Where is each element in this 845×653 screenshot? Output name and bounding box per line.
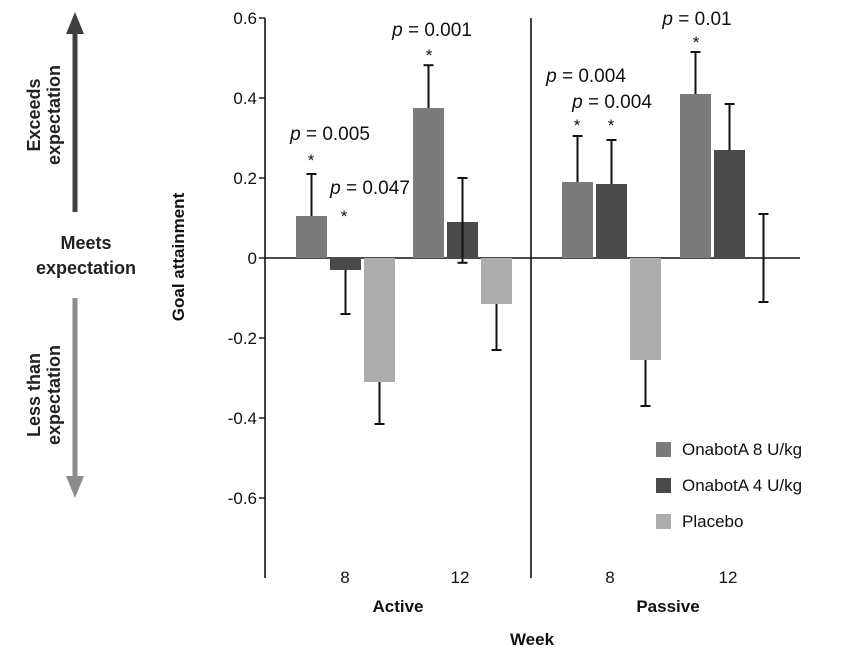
y-axis-title: Goal attainment [169, 192, 188, 321]
y-tick-label: 0.4 [233, 89, 257, 108]
significance-star: * [426, 46, 433, 65]
bar-onabota-8-u-kg [296, 216, 327, 258]
bar-onabota-4-u-kg [714, 150, 745, 258]
p-value-label: p = 0.01 [661, 9, 731, 30]
legend-swatch [656, 442, 671, 457]
p-value-label: p = 0.001 [391, 20, 472, 41]
y-tick-label: -0.6 [228, 489, 257, 508]
p-symbol: p [545, 66, 557, 87]
x-axis-title: Week [510, 630, 555, 649]
p-symbol: p [289, 124, 301, 145]
exceeds-label-line2: expectation [44, 65, 64, 165]
group-label-active: Active [372, 597, 423, 616]
week-label: 8 [340, 568, 349, 587]
bar-placebo [481, 258, 512, 304]
bar-placebo [630, 258, 661, 360]
y-tick-label: 0 [248, 249, 257, 268]
less-label-line2: expectation [44, 345, 64, 445]
significance-star: * [341, 207, 348, 226]
p-symbol: p [571, 92, 583, 113]
week-label: 12 [451, 568, 470, 587]
legend-label: OnabotA 4 U/kg [682, 476, 802, 495]
bar-onabota-8-u-kg [562, 182, 593, 258]
bar-onabota-8-u-kg [413, 108, 444, 258]
p-value-label: p = 0.004 [571, 92, 652, 113]
p-value: = 0.047 [341, 178, 410, 199]
p-value-label: p = 0.004 [545, 66, 626, 87]
bar-placebo [364, 258, 395, 382]
legend: OnabotA 8 U/kg OnabotA 4 U/kg Placebo [656, 440, 802, 531]
significance-star: * [693, 33, 700, 52]
p-value: = 0.01 [673, 9, 732, 30]
significance-star: * [574, 116, 581, 135]
p-symbol: p [329, 178, 341, 199]
p-value: = 0.004 [557, 66, 627, 87]
p-value-label: p = 0.005 [289, 124, 370, 145]
exceeds-label-line1: Exceeds [24, 78, 44, 151]
legend-swatch [656, 478, 671, 493]
p-value: = 0.005 [301, 124, 370, 145]
week-label: 8 [605, 568, 614, 587]
up-arrowhead [66, 12, 84, 34]
group-label-passive: Passive [636, 597, 699, 616]
y-tick-label: -0.2 [228, 329, 257, 348]
significance-star: * [608, 116, 615, 135]
week-label: 12 [719, 568, 738, 587]
down-arrowhead [66, 476, 84, 498]
legend-label: Placebo [682, 512, 743, 531]
less-label-line1: Less than [24, 353, 44, 437]
p-symbol: p [391, 20, 403, 41]
y-tick-label: 0.6 [233, 9, 257, 28]
bar-onabota-4-u-kg [330, 258, 361, 270]
y-tick-label: 0.2 [233, 169, 257, 188]
expectation-scale: Exceeds expectation Meets expectation Le… [24, 12, 136, 498]
p-value-label: p = 0.047 [329, 178, 410, 199]
p-value: = 0.001 [403, 20, 472, 41]
meets-label-line1: Meets [60, 233, 111, 253]
significance-star: * [308, 151, 315, 170]
p-symbol: p [661, 9, 673, 30]
y-tick-label: -0.4 [228, 409, 257, 428]
bar-onabota-8-u-kg [680, 94, 711, 258]
p-value: = 0.004 [583, 92, 653, 113]
meets-label-line2: expectation [36, 258, 136, 278]
legend-label: OnabotA 8 U/kg [682, 440, 802, 459]
bar-onabota-4-u-kg [596, 184, 627, 258]
legend-swatch [656, 514, 671, 529]
